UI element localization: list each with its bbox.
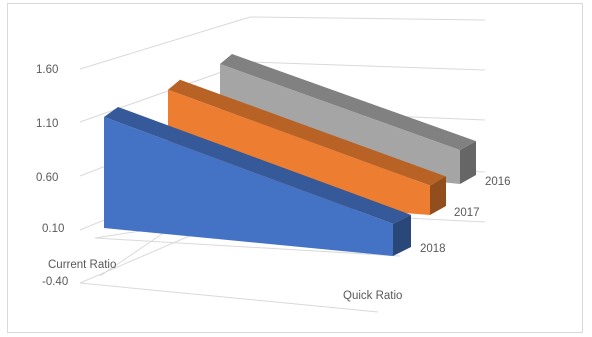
series-2017-side <box>430 176 446 215</box>
series-label: 2016 <box>485 176 511 188</box>
series-label: 2018 <box>420 243 446 255</box>
series-2017-top <box>168 79 446 186</box>
category-label: Current Ratio <box>48 259 116 271</box>
series-label: 2017 <box>454 207 480 219</box>
y-tick-label: -0.40 <box>42 276 68 288</box>
y-tick-label: 1.60 <box>36 64 58 76</box>
y-tick-label: 1.10 <box>36 118 58 130</box>
series-2018-top <box>104 106 411 224</box>
y-tick-label: 0.10 <box>42 223 64 235</box>
series-2018-front <box>104 116 393 256</box>
series-2018-side <box>393 214 411 256</box>
category-label: Quick Ratio <box>343 290 402 302</box>
series-layer <box>104 54 476 256</box>
y-tick-label: 0.60 <box>36 172 58 184</box>
series-2016-side <box>460 141 476 184</box>
series-2016-top <box>220 54 476 151</box>
